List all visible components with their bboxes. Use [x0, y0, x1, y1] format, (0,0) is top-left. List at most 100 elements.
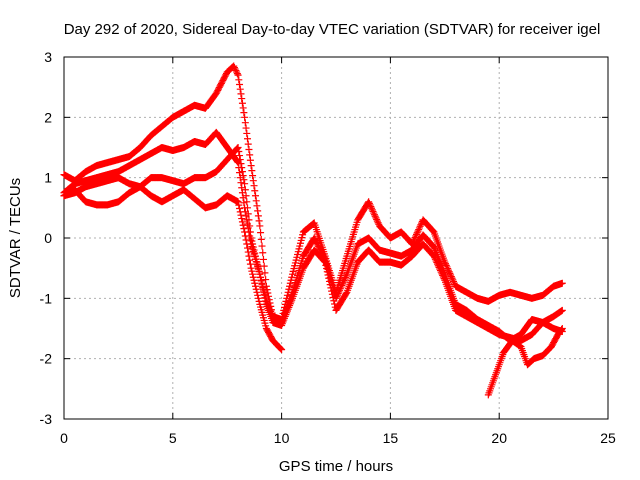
data-point	[238, 95, 246, 103]
data-point	[242, 124, 250, 132]
data-point	[285, 285, 293, 293]
data-point	[250, 276, 258, 284]
data-point	[250, 246, 258, 254]
data-point	[237, 160, 245, 168]
data-point	[236, 80, 244, 88]
data-point	[237, 90, 245, 98]
data-point	[431, 254, 439, 262]
data-point	[240, 225, 248, 233]
data-point	[234, 144, 242, 151]
data-point	[253, 202, 261, 210]
data-point	[286, 282, 294, 290]
data-point	[320, 257, 328, 265]
data-point	[258, 242, 266, 250]
data-point	[246, 222, 254, 230]
data-point	[430, 252, 438, 260]
data-point	[447, 271, 455, 279]
data-point	[238, 99, 246, 107]
data-point	[445, 268, 453, 276]
data-point	[262, 276, 270, 284]
data-point	[253, 288, 261, 296]
data-point	[260, 262, 268, 270]
data-point	[248, 267, 256, 275]
data-point	[244, 248, 252, 256]
data-point	[246, 151, 254, 159]
data-point	[239, 221, 247, 229]
data-point	[257, 274, 265, 282]
data-point	[434, 262, 442, 270]
data-point	[257, 235, 265, 243]
data-point	[251, 192, 259, 200]
data-point	[368, 206, 376, 214]
data-point	[251, 279, 259, 287]
data-point	[241, 119, 249, 127]
data-point	[558, 325, 566, 332]
y-tick-label: -1	[40, 290, 53, 306]
data-point	[259, 249, 267, 257]
data-point	[327, 284, 335, 292]
data-point	[374, 219, 382, 227]
data-point	[249, 243, 257, 251]
data-point	[242, 236, 250, 244]
data-point	[241, 180, 249, 188]
data-point	[373, 215, 381, 223]
data-point	[257, 277, 265, 285]
data-point	[366, 201, 374, 209]
chart-title: Day 292 of 2020, Sidereal Day-to-day VTE…	[64, 21, 601, 38]
data-point	[325, 274, 333, 282]
data-point	[235, 201, 243, 209]
data-point	[450, 277, 458, 285]
data-point	[236, 156, 244, 164]
data-points	[60, 62, 566, 399]
data-point	[441, 258, 449, 266]
y-tick-labels: -3 -2 -1 0 1 2 3	[40, 49, 53, 427]
x-tick-label: 0	[60, 430, 68, 446]
data-point	[238, 164, 246, 172]
data-point	[321, 258, 329, 266]
data-point	[255, 297, 263, 305]
data-point	[233, 144, 241, 152]
data-point	[370, 211, 378, 219]
series-1	[60, 62, 566, 323]
data-point	[310, 220, 318, 228]
data-point	[367, 203, 375, 211]
y-tick-label: -3	[40, 411, 53, 427]
data-point	[341, 275, 349, 283]
data-point	[370, 209, 378, 217]
data-point	[450, 279, 458, 287]
data-point	[341, 273, 349, 281]
data-point	[258, 280, 266, 288]
data-point	[246, 260, 254, 268]
data-point	[260, 290, 268, 298]
data-point	[428, 226, 436, 234]
y-axis-label: SDTVAR / TECUs	[7, 178, 24, 298]
data-point	[254, 261, 262, 269]
data-point	[256, 222, 264, 230]
data-point	[254, 291, 262, 299]
data-point	[323, 268, 331, 276]
data-point	[244, 140, 252, 148]
data-point	[323, 265, 331, 273]
data-point	[328, 290, 336, 298]
data-point	[416, 222, 424, 230]
data-point	[238, 184, 246, 192]
data-point	[338, 281, 346, 289]
data-point	[436, 265, 444, 273]
data-point	[333, 293, 341, 301]
data-point	[243, 129, 251, 137]
data-point	[278, 346, 286, 354]
data-point	[238, 215, 246, 223]
data-point	[333, 291, 341, 299]
data-point	[247, 234, 255, 242]
data-point	[328, 287, 336, 295]
data-point	[230, 64, 238, 72]
data-point	[232, 67, 240, 75]
x-tick-label: 10	[274, 430, 290, 446]
data-point	[254, 207, 262, 215]
series-4	[60, 183, 286, 354]
data-point	[286, 279, 294, 287]
data-point	[437, 268, 445, 276]
data-point	[415, 224, 423, 232]
data-point	[236, 205, 244, 213]
